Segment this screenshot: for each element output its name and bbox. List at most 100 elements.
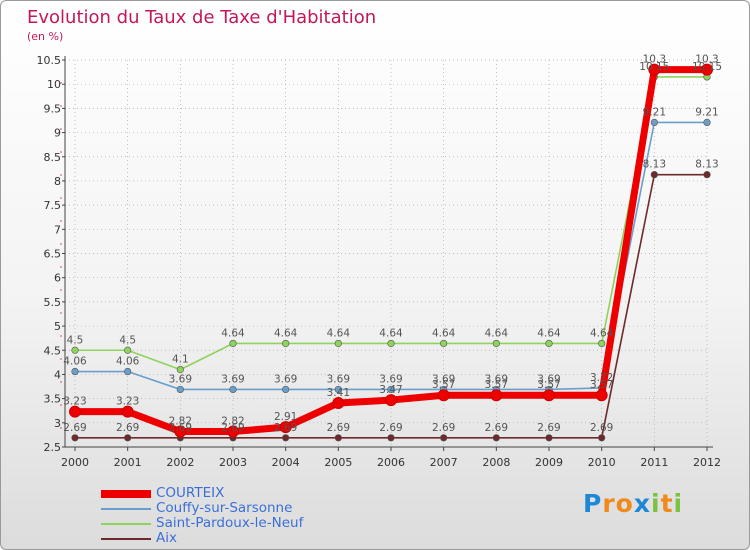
data-point xyxy=(387,434,395,442)
x-tick-label: 2011 xyxy=(640,456,668,469)
data-label: 10.3 xyxy=(643,54,666,66)
data-label: 9.21 xyxy=(695,106,718,118)
data-point xyxy=(650,171,658,179)
data-label: 3.69 xyxy=(221,373,244,385)
data-point xyxy=(598,434,606,442)
x-tick-label: 2007 xyxy=(430,456,458,469)
data-label: 3.57 xyxy=(432,379,455,391)
data-label: 4.64 xyxy=(274,327,298,339)
data-label: 2.69 xyxy=(63,422,86,434)
data-label: 2.82 xyxy=(221,416,244,428)
y-tick-label: 3.5 xyxy=(44,393,62,406)
data-label: 4.64 xyxy=(221,327,245,339)
data-label: 3.23 xyxy=(116,396,139,408)
data-label: 2.69 xyxy=(379,422,402,434)
y-tick-label: 10 xyxy=(47,78,61,91)
legend-swatch xyxy=(101,523,151,525)
data-point xyxy=(334,385,342,394)
y-tick-label: 7.5 xyxy=(44,199,62,212)
data-point xyxy=(387,385,395,394)
data-point xyxy=(387,339,395,348)
data-point xyxy=(385,394,397,407)
y-tick-label: 9 xyxy=(54,127,61,140)
data-point xyxy=(69,405,81,418)
y-tick-label: 6 xyxy=(54,272,61,285)
axes: 2.5 3 3.5 4 4.5 5 5.5 6 6.5 7 7.5 8 8.5 9 9.5 10 10.5 200… xyxy=(37,54,722,469)
data-point xyxy=(176,385,184,394)
legend-label: COURTEIX xyxy=(156,485,225,501)
data-label: 4.64 xyxy=(379,327,403,339)
y-tick-label: 4 xyxy=(54,368,61,381)
data-label: 9.21 xyxy=(643,106,666,118)
data-point xyxy=(332,396,345,409)
data-label: 3.69 xyxy=(432,373,455,385)
data-point xyxy=(334,339,342,348)
logo-letter: i xyxy=(673,489,684,518)
chart-title: Evolution du Taux de Taxe d'Habitation xyxy=(27,7,377,28)
y-tick-label: 7 xyxy=(54,223,61,236)
y-tick-label: 8.5 xyxy=(44,151,62,164)
data-point xyxy=(440,339,448,348)
logo-letter: P xyxy=(583,489,603,518)
data-label: 3.69 xyxy=(485,373,508,385)
data-point xyxy=(598,339,606,348)
data-point xyxy=(437,389,450,402)
x-tick-label: 2010 xyxy=(588,456,616,469)
logo-letter: r xyxy=(602,489,616,518)
data-label: 3.57 xyxy=(590,379,613,391)
chart-unit-label: (en %) xyxy=(27,30,64,43)
data-label: 3.69 xyxy=(537,373,560,385)
data-point xyxy=(490,389,503,402)
data-label: 2.69 xyxy=(221,422,244,434)
data-label: 4.64 xyxy=(537,327,561,339)
y-tick-label: 8 xyxy=(54,175,61,188)
data-label: 10.15 xyxy=(639,61,669,73)
legend-label: Saint-Pardoux-le-Neuf xyxy=(156,515,304,531)
data-point xyxy=(334,434,342,442)
y-tick-label: 2.5 xyxy=(44,441,62,454)
y-tick-label: 5 xyxy=(54,320,61,333)
data-point xyxy=(545,339,553,348)
x-tick-label: 2001 xyxy=(114,456,142,469)
data-point xyxy=(71,346,79,354)
x-tick-label: 2000 xyxy=(61,456,89,469)
data-labels-layer: 2.69 2.69 2.69 2.69 2.69 2.69 2.69 2.69 2.69 2.69… xyxy=(63,54,722,434)
x-tick-label: 2004 xyxy=(272,456,300,469)
data-label: 4.5 xyxy=(119,334,136,346)
logo-letter: t xyxy=(660,489,674,518)
data-label: 3.57 xyxy=(537,379,560,391)
data-label: 2.82 xyxy=(169,416,192,428)
data-label: 10.15 xyxy=(692,61,722,73)
data-label: 3.69 xyxy=(169,373,192,385)
data-point xyxy=(279,421,292,434)
data-label: 2.69 xyxy=(274,422,297,434)
x-tick-label: 2002 xyxy=(166,456,194,469)
legend-swatch xyxy=(101,508,151,510)
data-label: 3.41 xyxy=(327,387,350,399)
data-point xyxy=(282,385,290,394)
data-point xyxy=(701,63,713,76)
y-tick-label: 9.5 xyxy=(44,102,62,115)
data-point xyxy=(282,434,290,442)
data-label: 2.69 xyxy=(327,422,350,434)
data-point xyxy=(440,434,448,442)
data-point xyxy=(174,425,187,438)
data-label: 4.1 xyxy=(172,354,189,366)
x-tick-label: 2006 xyxy=(377,456,405,469)
data-point xyxy=(124,367,132,376)
y-tick-label: 10.5 xyxy=(37,54,62,67)
series-layer xyxy=(69,63,713,442)
data-label: 2.69 xyxy=(537,422,560,434)
y-tick-label: 6.5 xyxy=(44,248,62,261)
y-tick-label: 3 xyxy=(54,417,61,430)
x-tick-label: 2003 xyxy=(219,456,247,469)
data-label: 3.69 xyxy=(274,373,297,385)
data-label: 2.69 xyxy=(116,422,139,434)
x-tick-label: 2005 xyxy=(324,456,352,469)
data-label: 4.06 xyxy=(63,356,87,368)
y-tick-label: 4.5 xyxy=(44,344,62,357)
data-label: 3.47 xyxy=(379,384,402,396)
legend-swatch xyxy=(101,490,151,498)
